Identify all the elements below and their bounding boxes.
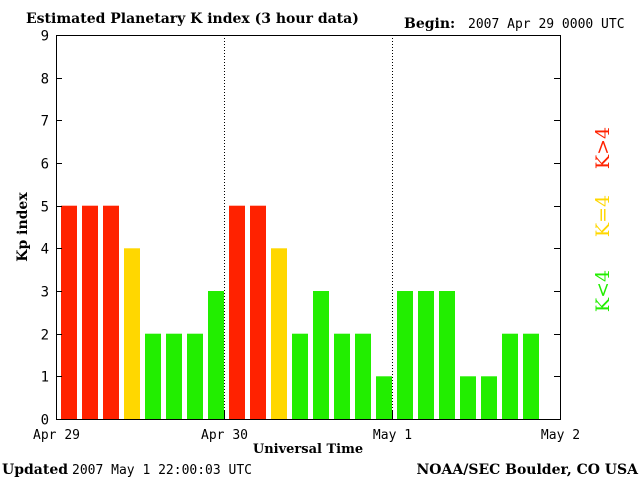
x-tick-label-3: May 2 (541, 428, 580, 443)
bar-2 (103, 205, 119, 419)
y-tick-label-8: 8 (41, 72, 49, 88)
bar-6 (187, 333, 203, 419)
y-tick-label-3: 3 (41, 285, 49, 301)
chart-title: Estimated Planetary K index (3 hour data… (26, 11, 359, 27)
y-tick-label-0: 0 (41, 413, 49, 429)
y-tick-label-4: 4 (41, 242, 49, 258)
x-tick-label-1: Apr 30 (201, 428, 248, 443)
credit: NOAA/SEC Boulder, CO USA (417, 462, 640, 478)
bar-4 (145, 333, 161, 419)
bar-11 (292, 333, 308, 419)
x-axis-label: Universal Time (253, 442, 363, 457)
x-axis: Apr 29 Apr 30 May 1 May 2 (33, 411, 580, 443)
bar-20 (481, 376, 497, 419)
y-tick-label-5: 5 (41, 200, 49, 216)
bar-14 (355, 333, 371, 419)
bars (61, 205, 539, 419)
y-tick-label-7: 7 (41, 114, 49, 130)
legend-item-equal: K=4 (592, 195, 614, 237)
bar-21 (502, 333, 518, 419)
updated-value: 2007 May 1 22:00:03 UTC (72, 463, 252, 478)
legend: K>4 K=4 K<4 (592, 127, 614, 312)
bar-7 (208, 291, 224, 419)
bar-13 (334, 333, 350, 419)
y-tick-label-6: 6 (41, 157, 49, 173)
bar-1 (82, 205, 98, 419)
day-dividers (224, 35, 393, 419)
y-tick-label-9: 9 (41, 29, 49, 45)
legend-item-low: K<4 (592, 270, 614, 312)
bar-22 (523, 333, 539, 419)
bar-3 (124, 248, 140, 419)
y-tick-label-2: 2 (41, 328, 49, 344)
legend-item-high: K>4 (592, 127, 614, 169)
begin-label: Begin: (404, 16, 455, 32)
bar-19 (460, 376, 476, 419)
bar-16 (397, 291, 413, 419)
y-tick-label-1: 1 (41, 370, 49, 386)
x-tick-label-0: Apr 29 (33, 428, 80, 443)
bar-10 (271, 248, 287, 419)
plot-frame (56, 35, 561, 420)
bar-15 (376, 376, 392, 419)
bar-5 (166, 333, 182, 419)
y-axis-label: Kp index (15, 192, 31, 262)
bar-8 (229, 205, 245, 419)
bar-12 (313, 291, 329, 419)
bar-0 (61, 205, 77, 419)
bar-18 (439, 291, 455, 419)
bar-17 (418, 291, 434, 419)
updated-label: Updated (2, 462, 68, 478)
bar-9 (250, 205, 266, 419)
x-tick-label-2: May 1 (373, 428, 412, 443)
begin-value: 2007 Apr 29 0000 UTC (468, 17, 625, 32)
y-axis: 0 1 2 3 4 5 6 7 8 9 (41, 29, 560, 429)
